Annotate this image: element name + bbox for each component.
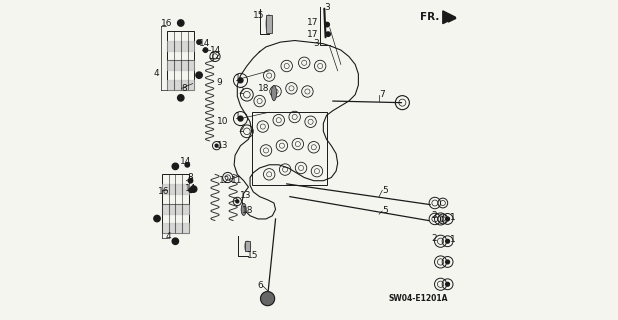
Text: 14: 14 <box>185 184 196 193</box>
Text: 18: 18 <box>258 84 269 93</box>
Circle shape <box>446 260 449 264</box>
Text: 15: 15 <box>253 11 265 20</box>
Text: 1: 1 <box>235 113 241 122</box>
Circle shape <box>238 78 243 83</box>
Circle shape <box>172 163 179 170</box>
Text: 5: 5 <box>383 206 388 215</box>
Circle shape <box>325 22 329 27</box>
Circle shape <box>154 215 160 222</box>
Text: 16: 16 <box>161 19 172 28</box>
Text: 2: 2 <box>239 125 244 134</box>
Text: 2: 2 <box>432 211 438 220</box>
Text: 18: 18 <box>242 206 253 215</box>
Text: 1: 1 <box>235 74 241 83</box>
Text: 17: 17 <box>307 30 318 39</box>
Ellipse shape <box>241 203 246 215</box>
Text: 8: 8 <box>182 84 187 93</box>
Circle shape <box>446 217 449 221</box>
Text: 3: 3 <box>324 3 330 12</box>
Circle shape <box>197 40 201 44</box>
Text: 9: 9 <box>216 78 222 87</box>
Circle shape <box>177 95 184 101</box>
Circle shape <box>190 186 197 192</box>
Text: 15: 15 <box>247 251 258 260</box>
Text: 7: 7 <box>379 90 385 99</box>
Bar <box>245 241 250 252</box>
Circle shape <box>203 48 208 52</box>
Text: 14: 14 <box>180 157 191 166</box>
Text: 5: 5 <box>383 186 388 195</box>
Bar <box>252 112 326 186</box>
Circle shape <box>172 238 179 244</box>
Circle shape <box>238 116 243 121</box>
Text: 14: 14 <box>210 45 221 55</box>
Bar <box>266 15 272 33</box>
Text: 12: 12 <box>219 176 231 185</box>
Circle shape <box>326 32 331 36</box>
Circle shape <box>196 72 202 78</box>
Text: 3: 3 <box>313 39 318 48</box>
Text: 16: 16 <box>158 188 170 196</box>
Text: 10: 10 <box>216 117 228 126</box>
Text: 4: 4 <box>166 232 171 241</box>
Text: 1: 1 <box>450 213 455 222</box>
Text: 17: 17 <box>307 19 318 28</box>
Ellipse shape <box>271 85 276 101</box>
Text: 14: 14 <box>199 39 211 48</box>
Circle shape <box>261 292 274 306</box>
Text: FR.: FR. <box>420 12 439 22</box>
Circle shape <box>446 239 449 243</box>
Polygon shape <box>443 11 455 24</box>
Ellipse shape <box>266 15 272 33</box>
Text: 1: 1 <box>450 235 455 244</box>
Circle shape <box>185 163 190 167</box>
Circle shape <box>189 188 193 193</box>
Text: 6: 6 <box>257 281 263 290</box>
Ellipse shape <box>245 241 250 252</box>
Text: 2: 2 <box>239 87 244 96</box>
Text: 12: 12 <box>210 52 221 61</box>
Circle shape <box>188 179 193 183</box>
Text: 8: 8 <box>187 173 193 182</box>
Bar <box>162 174 189 233</box>
Circle shape <box>215 144 218 147</box>
Circle shape <box>177 20 184 26</box>
Text: SW04-E1201A: SW04-E1201A <box>389 294 448 303</box>
Bar <box>167 31 194 90</box>
Text: 4: 4 <box>154 69 159 78</box>
Circle shape <box>236 200 239 203</box>
Text: 13: 13 <box>240 190 251 200</box>
Text: 2: 2 <box>432 234 438 243</box>
Text: 11: 11 <box>231 176 242 185</box>
Text: 13: 13 <box>216 141 228 150</box>
Circle shape <box>446 282 449 286</box>
